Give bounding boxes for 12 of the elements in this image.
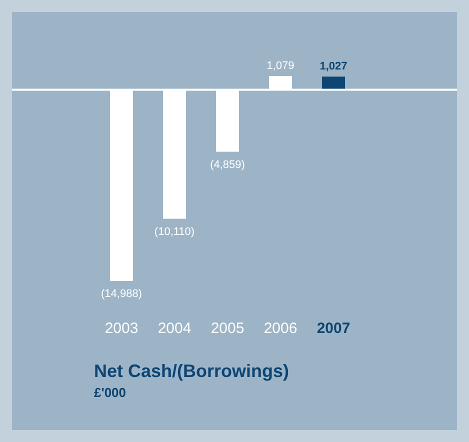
data-label: (10,110) (154, 226, 195, 238)
x-tick-label: 2006 (264, 320, 298, 337)
data-label: 1,079 (266, 60, 294, 72)
x-tick-label: 2003 (104, 320, 138, 337)
x-tick-label: 2004 (158, 320, 192, 337)
data-label: (14,988) (101, 288, 142, 300)
x-tick-label: 2005 (210, 320, 244, 337)
text: Net Cash/(Borrowings) (94, 361, 290, 382)
data-label: 1,027 (320, 60, 348, 73)
text: £'000 (94, 385, 128, 400)
x-tick-label: 2007 (316, 320, 350, 337)
data-label: (4,859) (210, 158, 245, 171)
